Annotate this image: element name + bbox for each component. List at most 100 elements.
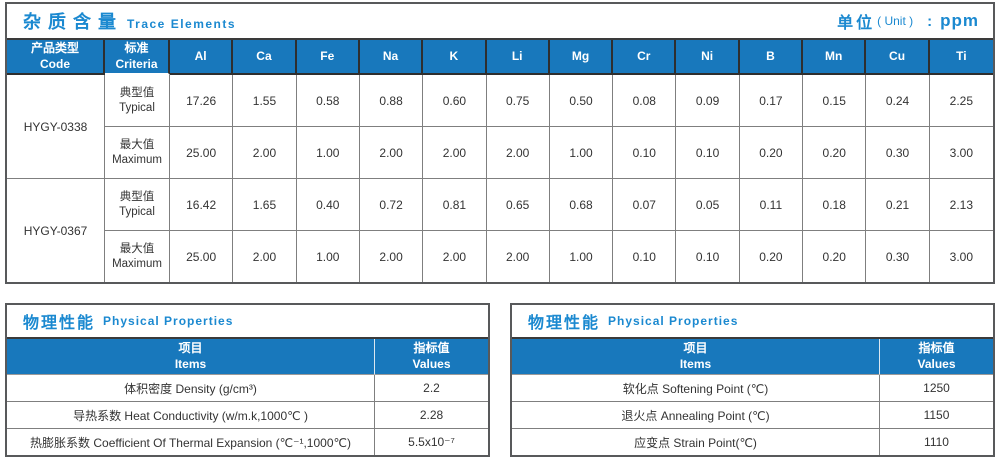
value-cell: 0.07 bbox=[613, 179, 677, 230]
product-rows: 典型值 Typical 16.42 1.65 0.40 0.72 0.81 0.65 0.68 0… bbox=[105, 179, 993, 282]
value-cell: 16.42 bbox=[170, 179, 234, 230]
product-code: HYGY-0367 bbox=[7, 179, 105, 282]
value-cell: 0.72 bbox=[360, 179, 424, 230]
property-value: 5.5x10⁻⁷ bbox=[408, 435, 455, 449]
column-header-items: 项目 Items bbox=[512, 339, 880, 375]
property-value: 1110 bbox=[924, 435, 949, 449]
value-cell: 2.00 bbox=[423, 127, 487, 178]
value-cell: 0.60 bbox=[423, 75, 487, 126]
property-value: 1150 bbox=[923, 408, 950, 422]
value-cell: 0.20 bbox=[803, 231, 867, 282]
value-cell: 1.00 bbox=[550, 231, 614, 282]
column-header-values: 指标值 Values bbox=[375, 339, 488, 375]
unit-zh: 单位 bbox=[837, 15, 876, 32]
value-cell: 0.40 bbox=[297, 179, 360, 230]
physical-left-title-bar: 物理性能 Physical Properties bbox=[7, 305, 488, 337]
value-cell: 2.25 bbox=[949, 93, 974, 108]
value-cell: 3.00 bbox=[949, 145, 974, 160]
column-header-element: Mn bbox=[803, 40, 867, 75]
trace-title-en: Trace Elements bbox=[127, 17, 237, 31]
physical-section-left: 物理性能 Physical Properties 项目 Items 指标值 Va… bbox=[5, 303, 490, 457]
column-header-element: B bbox=[739, 40, 804, 75]
column-header-element: Cr bbox=[613, 40, 677, 75]
trace-header-row: 产品类型 Code 标准 Criteria Al Ca Fe Na K Li Mg Cr Ni B… bbox=[7, 38, 993, 75]
property-row: 体积密度 Density (g/cm³) 2.2 bbox=[7, 375, 488, 401]
unit-value: ppm bbox=[940, 11, 979, 30]
value-cell: 0.10 bbox=[613, 127, 677, 178]
physical-right-header-row: 项目 Items 指标值 Values bbox=[512, 337, 993, 375]
column-header-code-zh: 产品类型 bbox=[30, 40, 79, 55]
trace-elements-section: 杂质含量 Trace Elements 单位 ( Unit ) : ppm 产品… bbox=[5, 2, 995, 284]
value-cell: 2.00 bbox=[360, 231, 424, 282]
physical-left-header-row: 项目 Items 指标值 Values bbox=[7, 337, 488, 375]
column-header-element: Ca bbox=[233, 40, 297, 75]
table-row: 最大值 Maximum 25.00 2.00 1.00 2.00 2.00 2.00 1.00 0… bbox=[105, 230, 993, 282]
property-row: 软化点 Softening Point (℃) 1250 bbox=[512, 375, 993, 401]
value-cell: 0.20 bbox=[803, 127, 867, 178]
value-cell: 1.55 bbox=[233, 75, 297, 126]
unit-en: ( Unit ) bbox=[877, 14, 914, 28]
value-cell: 2.00 bbox=[423, 231, 487, 282]
value-cell: 0.15 bbox=[803, 75, 867, 126]
criteria-label-zh: 最大值 bbox=[119, 243, 155, 256]
column-header-items: 项目 Items bbox=[7, 339, 375, 375]
column-header-code-en: Code bbox=[40, 56, 70, 71]
column-header-element: Na bbox=[359, 40, 424, 75]
table-row: 典型值 Typical 16.42 1.65 0.40 0.72 0.81 0.65 0.68 0… bbox=[105, 179, 993, 230]
criteria-cell: 最大值 Maximum bbox=[105, 231, 170, 282]
property-item-label: 退火点 Annealing Point (℃) bbox=[512, 402, 880, 428]
trace-title-zh: 杂质含量 bbox=[23, 12, 123, 32]
column-header-items-zh: 项目 bbox=[683, 340, 708, 355]
value-cell: 0.30 bbox=[866, 231, 930, 282]
physical-right-title-bar: 物理性能 Physical Properties bbox=[512, 305, 993, 337]
trace-body: HYGY-0338 典型值 Typical 17.26 1.55 0.58 0.88 0.60… bbox=[7, 75, 993, 282]
value-cell: 25.00 bbox=[170, 231, 234, 282]
physical-right-title-zh: 物理性能 bbox=[528, 315, 601, 332]
column-header-values-zh: 指标值 bbox=[918, 340, 955, 355]
column-header-values-zh: 指标值 bbox=[413, 340, 450, 355]
value-cell: 0.05 bbox=[676, 179, 740, 230]
value-cell: 0.21 bbox=[866, 179, 930, 230]
value-cell: 0.75 bbox=[487, 75, 550, 126]
value-cell: 1.00 bbox=[550, 127, 614, 178]
value-cell: 2.00 bbox=[360, 127, 424, 178]
property-item-label: 体积密度 Density (g/cm³) bbox=[7, 375, 375, 401]
physical-right-title-en: Physical Properties bbox=[608, 314, 739, 328]
column-header-items-zh: 项目 bbox=[178, 340, 203, 355]
value-cell: 0.88 bbox=[360, 75, 424, 126]
value-cell: 1.65 bbox=[233, 179, 297, 230]
table-row: 典型值 Typical 17.26 1.55 0.58 0.88 0.60 0.75 0.50 0… bbox=[105, 75, 993, 126]
column-header-items-en: Items bbox=[679, 356, 712, 371]
value-cell: 17.26 bbox=[170, 75, 234, 126]
physical-left-title-en: Physical Properties bbox=[103, 314, 234, 328]
property-item-label: 软化点 Softening Point (℃) bbox=[512, 375, 880, 401]
value-cell: 0.58 bbox=[297, 75, 360, 126]
value-cell: 2.13 bbox=[949, 197, 974, 212]
value-cell: 0.81 bbox=[423, 179, 487, 230]
value-cell: 2.00 bbox=[487, 127, 550, 178]
value-cell: 0.20 bbox=[740, 231, 804, 282]
property-value: 1250 bbox=[923, 381, 950, 395]
value-cell: 0.30 bbox=[866, 127, 930, 178]
column-header-element: Cu bbox=[866, 40, 930, 75]
criteria-label-en: Typical bbox=[119, 101, 155, 114]
property-row: 退火点 Annealing Point (℃) 1150 bbox=[512, 401, 993, 428]
property-row: 热膨胀系数 Coefficient Of Thermal Expansion (… bbox=[7, 428, 488, 455]
value-cell: 1.00 bbox=[297, 127, 360, 178]
physical-left-body: 体积密度 Density (g/cm³) 2.2 导热系数 Heat Conduct… bbox=[7, 375, 488, 455]
property-item-label: 导热系数 Heat Conductivity (w/m.k,1000℃ ) bbox=[7, 402, 375, 428]
column-header-items-en: Items bbox=[174, 356, 207, 371]
property-value: 2.2 bbox=[423, 381, 440, 395]
value-cell: 0.68 bbox=[550, 179, 614, 230]
value-cell: 0.11 bbox=[740, 179, 804, 230]
value-cell: 0.09 bbox=[676, 75, 740, 126]
table-row: 最大值 Maximum 25.00 2.00 1.00 2.00 2.00 2.00 1.00 0… bbox=[105, 126, 993, 178]
criteria-cell: 最大值 Maximum bbox=[105, 127, 170, 178]
physical-properties-row: 物理性能 Physical Properties 项目 Items 指标值 Va… bbox=[5, 303, 995, 457]
column-header-element: Ni bbox=[676, 40, 740, 75]
value-cell: 1.00 bbox=[297, 231, 360, 282]
property-item-label: 应变点 Strain Point(℃) bbox=[512, 429, 880, 455]
column-header-element: K bbox=[423, 40, 487, 75]
product-rows: 典型值 Typical 17.26 1.55 0.58 0.88 0.60 0.75 0.50 0… bbox=[105, 75, 993, 178]
value-cell: 0.10 bbox=[676, 231, 740, 282]
